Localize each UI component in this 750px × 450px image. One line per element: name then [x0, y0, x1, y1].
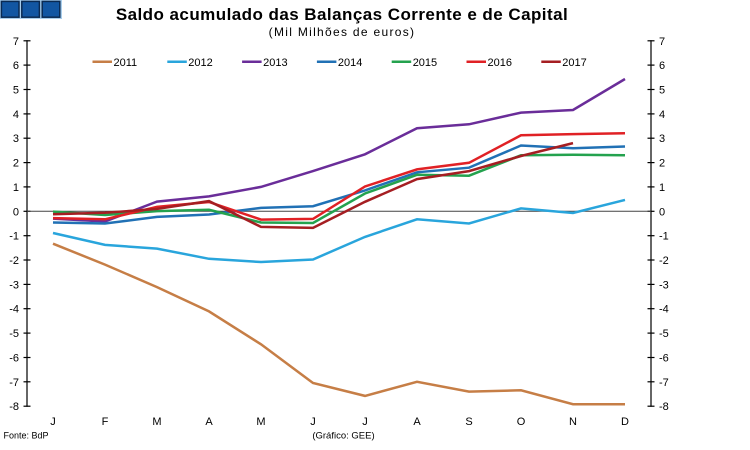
- svg-text:2013: 2013: [263, 57, 287, 69]
- svg-text:-5: -5: [9, 328, 19, 340]
- svg-text:2: 2: [13, 158, 19, 170]
- svg-text:1: 1: [659, 182, 665, 194]
- svg-text:S: S: [465, 416, 472, 428]
- svg-text:A: A: [413, 416, 421, 428]
- svg-text:J: J: [362, 416, 368, 428]
- svg-text:-7: -7: [9, 377, 19, 389]
- svg-text:5: 5: [659, 85, 665, 97]
- svg-text:2016: 2016: [488, 57, 512, 69]
- svg-text:2017: 2017: [562, 57, 586, 69]
- svg-text:-5: -5: [659, 328, 669, 340]
- svg-text:A: A: [205, 416, 213, 428]
- svg-text:0: 0: [13, 206, 19, 218]
- svg-text:2014: 2014: [338, 57, 362, 69]
- svg-text:(Gráfico: GEE): (Gráfico: GEE): [312, 431, 374, 442]
- svg-text:5: 5: [13, 85, 19, 97]
- svg-text:N: N: [569, 416, 577, 428]
- svg-text:-3: -3: [9, 279, 19, 291]
- svg-text:7: 7: [659, 36, 665, 48]
- svg-text:D: D: [621, 416, 629, 428]
- svg-text:3: 3: [13, 133, 19, 145]
- svg-text:-7: -7: [659, 377, 669, 389]
- svg-text:-6: -6: [659, 353, 669, 365]
- svg-text:(Mil Milhões de euros): (Mil Milhões de euros): [269, 25, 416, 39]
- svg-text:-3: -3: [659, 279, 669, 291]
- svg-text:O: O: [517, 416, 526, 428]
- svg-text:-4: -4: [659, 304, 669, 316]
- svg-text:3: 3: [659, 133, 665, 145]
- svg-text:-2: -2: [9, 255, 19, 267]
- svg-text:2: 2: [659, 158, 665, 170]
- svg-text:F: F: [102, 416, 109, 428]
- svg-text:-8: -8: [659, 401, 669, 413]
- svg-text:-1: -1: [9, 231, 19, 243]
- svg-text:2011: 2011: [114, 57, 138, 69]
- svg-text:J: J: [50, 416, 56, 428]
- svg-text:1: 1: [13, 182, 19, 194]
- svg-text:-8: -8: [9, 401, 19, 413]
- svg-text:-2: -2: [659, 255, 669, 267]
- svg-text:Fonte: BdP: Fonte: BdP: [4, 431, 49, 441]
- svg-text:2012: 2012: [188, 57, 212, 69]
- svg-text:2015: 2015: [413, 57, 437, 69]
- svg-text:0: 0: [659, 206, 665, 218]
- svg-text:M: M: [152, 416, 161, 428]
- svg-text:M: M: [256, 416, 265, 428]
- svg-text:J: J: [310, 416, 316, 428]
- svg-text:7: 7: [13, 36, 19, 48]
- svg-text:-1: -1: [659, 231, 669, 243]
- svg-text:Saldo acumulado das Balanças C: Saldo acumulado das Balanças Corrente e …: [116, 5, 568, 24]
- svg-text:6: 6: [13, 60, 19, 72]
- svg-text:6: 6: [659, 60, 665, 72]
- svg-text:4: 4: [13, 109, 19, 121]
- svg-text:-6: -6: [9, 353, 19, 365]
- svg-text:-4: -4: [9, 304, 19, 316]
- svg-text:4: 4: [659, 109, 665, 121]
